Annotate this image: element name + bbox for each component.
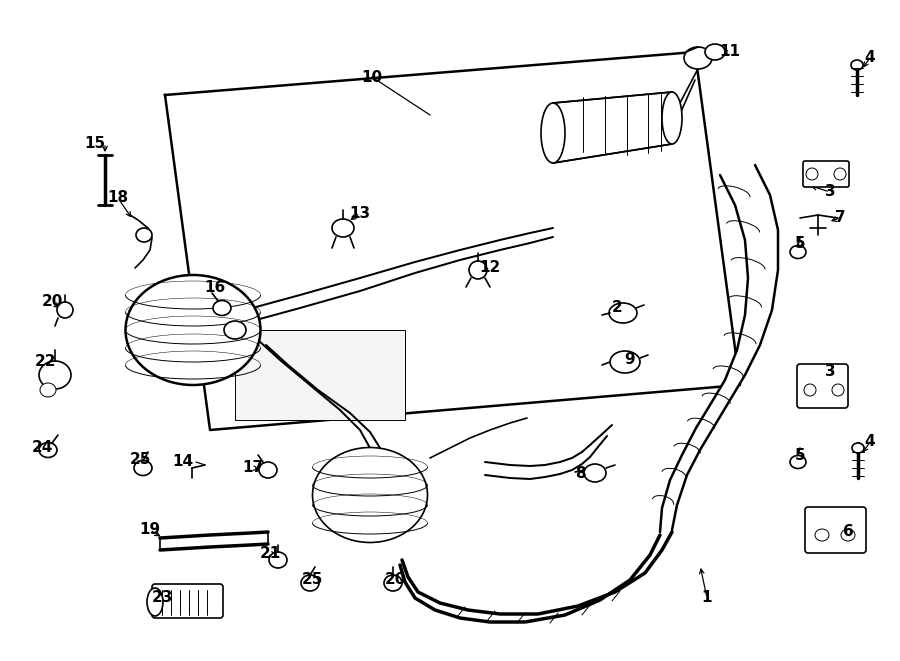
Polygon shape <box>660 165 778 532</box>
Ellipse shape <box>259 462 277 478</box>
Text: 4: 4 <box>865 434 876 449</box>
Text: 15: 15 <box>85 136 105 151</box>
Text: 13: 13 <box>349 206 371 221</box>
Ellipse shape <box>790 245 806 258</box>
Ellipse shape <box>39 442 57 457</box>
Polygon shape <box>553 92 672 163</box>
Ellipse shape <box>301 575 319 591</box>
Text: 6: 6 <box>842 524 853 539</box>
Text: 1: 1 <box>702 590 712 605</box>
Ellipse shape <box>815 529 829 541</box>
Text: 21: 21 <box>259 545 281 561</box>
Text: 8: 8 <box>575 465 585 481</box>
Ellipse shape <box>213 301 231 315</box>
Text: 11: 11 <box>719 44 741 59</box>
Ellipse shape <box>834 168 846 180</box>
FancyBboxPatch shape <box>803 161 849 187</box>
Text: 12: 12 <box>480 260 500 274</box>
Ellipse shape <box>39 361 71 389</box>
Ellipse shape <box>312 447 427 543</box>
Ellipse shape <box>705 44 725 60</box>
Ellipse shape <box>469 261 487 279</box>
Text: 10: 10 <box>362 69 382 85</box>
Ellipse shape <box>125 275 260 385</box>
Text: 17: 17 <box>242 461 264 475</box>
Ellipse shape <box>269 552 287 568</box>
Text: 5: 5 <box>795 447 806 463</box>
Text: 2: 2 <box>612 299 623 315</box>
Ellipse shape <box>541 103 565 163</box>
Text: 18: 18 <box>107 190 129 206</box>
Ellipse shape <box>662 92 682 144</box>
Ellipse shape <box>57 302 73 318</box>
Ellipse shape <box>147 588 163 616</box>
Text: 7: 7 <box>834 210 845 225</box>
Ellipse shape <box>852 443 864 453</box>
Text: 20: 20 <box>384 572 406 588</box>
Text: 23: 23 <box>151 590 173 605</box>
Ellipse shape <box>610 351 640 373</box>
FancyBboxPatch shape <box>797 364 848 408</box>
Text: 5: 5 <box>795 235 806 251</box>
Ellipse shape <box>332 219 354 237</box>
Ellipse shape <box>684 47 712 69</box>
Text: 20: 20 <box>41 295 63 309</box>
Ellipse shape <box>136 228 152 242</box>
Text: 3: 3 <box>824 184 835 200</box>
Text: 24: 24 <box>32 440 53 455</box>
Ellipse shape <box>40 383 56 397</box>
Ellipse shape <box>134 461 152 475</box>
Ellipse shape <box>806 168 818 180</box>
Text: 9: 9 <box>625 352 635 368</box>
Ellipse shape <box>224 321 246 339</box>
Text: 4: 4 <box>865 50 876 65</box>
Text: 25: 25 <box>130 453 150 467</box>
Text: 22: 22 <box>34 354 56 369</box>
Ellipse shape <box>832 384 844 396</box>
Bar <box>235 330 405 420</box>
Ellipse shape <box>584 464 606 482</box>
Text: 19: 19 <box>140 522 160 537</box>
FancyBboxPatch shape <box>805 507 866 553</box>
Polygon shape <box>400 532 672 622</box>
Ellipse shape <box>790 455 806 469</box>
Ellipse shape <box>609 303 637 323</box>
Ellipse shape <box>384 575 402 591</box>
Text: 16: 16 <box>204 280 226 295</box>
Ellipse shape <box>851 60 863 70</box>
Text: 25: 25 <box>302 572 323 588</box>
Ellipse shape <box>804 384 816 396</box>
Ellipse shape <box>841 529 855 541</box>
Text: 3: 3 <box>824 364 835 379</box>
Text: 14: 14 <box>173 455 194 469</box>
FancyBboxPatch shape <box>152 584 223 618</box>
